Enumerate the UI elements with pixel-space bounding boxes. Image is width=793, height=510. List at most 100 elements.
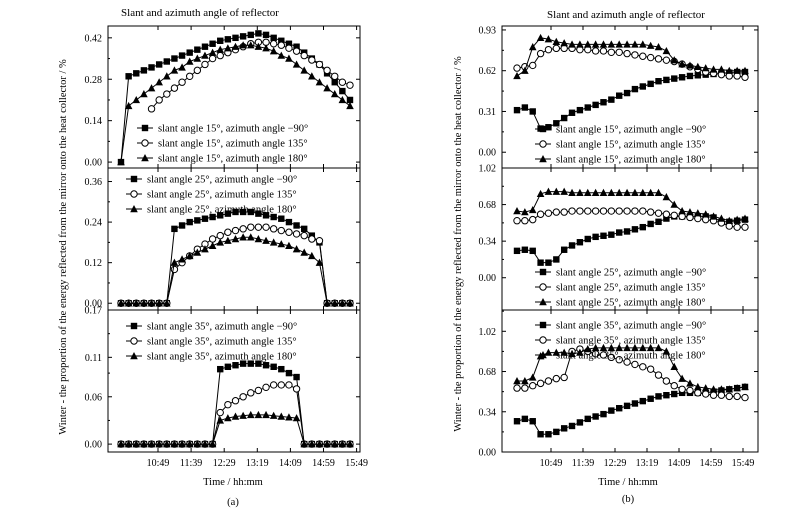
plot-b2-series-2-point: [544, 187, 553, 195]
plot-b3-series-1-point: [639, 363, 647, 371]
plot-b2-series-0-line: [516, 215, 746, 264]
plot-b1-series-1-point: [529, 61, 537, 70]
plot-a1-series-2-point: [246, 41, 255, 49]
plot-b3-series-0-point: [568, 422, 576, 430]
plot-a1-series-1-point: [323, 66, 331, 75]
plot-b2-series-1-point: [631, 207, 639, 215]
plot-b3-series-2-point: [709, 385, 718, 393]
plot-a2-ytick-label: 0.36: [85, 177, 103, 188]
plot-b2-series-0-point: [631, 226, 639, 233]
plot-b3-series-0-point: [529, 418, 536, 425]
plot-a3-legend-label: slant angle 35°, azimuth angle 180°: [147, 352, 297, 363]
plot-b3-legend-label: slant angle 35°, azimuth angle −90°: [556, 321, 706, 332]
plot-a2-series-1-point: [208, 235, 217, 243]
plot-a2-series-2-point: [163, 299, 171, 307]
plot-a2-ytick-label: 0.00: [85, 299, 103, 310]
plot-a1-series-2-point: [155, 78, 163, 86]
plot-a3-series-2-point: [185, 440, 194, 448]
plot-b3-series-1-point: [631, 360, 639, 369]
plot-a1-series-0-point: [155, 61, 163, 68]
plot-b3-series-2-point: [615, 343, 624, 352]
plot-b2-series-0-point: [513, 247, 521, 255]
panel-a-caption: (a): [227, 497, 239, 508]
plot-a3-legend-marker: [130, 322, 138, 330]
plot-a3-series-1-point: [247, 389, 255, 397]
plot-a3-series-1-point: [216, 408, 224, 417]
plot-a3-series-2-point: [262, 410, 270, 419]
plot-a1-series-0-point: [217, 37, 224, 44]
plot-a3-series-2-point: [193, 440, 202, 448]
plot-a2-series-2-point: [308, 251, 316, 260]
plot-b2-series-2-point: [591, 188, 600, 196]
plot-a2-series-2-point: [292, 245, 301, 253]
plot-b1-series-2-point: [717, 65, 726, 73]
plot-b2-series-0-point: [608, 231, 615, 238]
plot-a3-series-2-point: [117, 440, 125, 448]
plot-a3-series-2-point: [216, 416, 225, 424]
plot-b2: 0.00 0.34 0.68 1.02 slant angle 25°, azimuth…: [479, 164, 759, 311]
plot-b2-series-0-point: [639, 223, 646, 231]
plot-b2-series-1-point: [654, 209, 663, 217]
plot-b2-series-0-point: [537, 259, 544, 266]
plot-a2-series-2-point: [185, 251, 194, 260]
plot-b1-series-2-point: [654, 43, 663, 51]
plot-b3-series-0-point: [513, 418, 521, 425]
plot-b3-series-2-point: [513, 377, 521, 385]
plot-b2-series-1-point: [607, 207, 616, 215]
plot-a2-series-0-point: [255, 210, 262, 217]
plot-a1-series-0-point: [133, 70, 140, 77]
plot-a1-series-0-point: [339, 87, 346, 95]
plot-a2-series-2-point: [315, 258, 324, 266]
plot-a2-series-2-point: [254, 235, 263, 243]
plot-a1-series-0-point: [140, 67, 148, 74]
plot-b1-series-1-point: [662, 56, 671, 64]
plot-a2-legend-marker: [130, 205, 138, 213]
plot-a2-series-0-point: [201, 215, 209, 222]
plot-b2-series-2-point: [568, 188, 576, 196]
plot-a3-series-2-point: [308, 440, 316, 448]
plot-a3-series-1-point: [224, 400, 232, 409]
plot-a1-series-2-point: [193, 54, 202, 62]
plot-a1-series-2-point: [201, 51, 209, 59]
plot-b2-series-0-point: [600, 232, 607, 239]
plot-a3-series-0-point: [293, 373, 300, 381]
plot-b1-ytick-label: 0.31: [479, 107, 497, 118]
plot-b3-series-1-point: [521, 384, 529, 392]
plot-a1-series-2-point: [330, 90, 339, 98]
plot-a1-series-0-point: [194, 46, 201, 53]
plot-b3-series-2-point: [686, 379, 694, 387]
plot-b3-series-1-point: [725, 392, 733, 401]
plot-a3-series-2-point: [178, 440, 186, 448]
plot-a1-series-1-point: [315, 60, 324, 69]
plot-a2-series-0-point: [293, 222, 300, 229]
plot-b1-series-0-line: [516, 71, 745, 130]
plot-b1-legend-marker: [539, 125, 547, 133]
plot-b1-series-0-point: [513, 106, 521, 114]
plot-a3-legend-label: slant angle 35°, azimuth angle 135°: [147, 337, 297, 348]
plot-a1-series-1-point: [331, 72, 339, 80]
plot-a2-series-1-point: [308, 235, 316, 243]
plot-b1-series-0-point: [576, 106, 584, 114]
plot-b2-series-0-point: [568, 242, 576, 249]
panel-a-xlabel: Time / hh:mm: [203, 477, 263, 488]
plot-b1-series-0-point: [623, 89, 631, 97]
plot-a3-xtick-label: 14:59: [312, 458, 335, 469]
plot-a1-series-1-point: [208, 54, 217, 63]
plot-b3-ytick-label: 0.00: [479, 448, 497, 459]
plot-b1-series-2-point: [615, 40, 624, 48]
plot-a2-series-1-point: [292, 230, 301, 238]
plot-a2-ytick-label: 0.12: [85, 258, 103, 269]
plot-b3-series-2-point: [560, 348, 568, 356]
plot-b1-series-0-point: [663, 76, 670, 84]
plot-a3-series-1-point: [277, 381, 285, 389]
plot-b2-series-2-point: [583, 188, 592, 196]
plot-b1-legend-marker: [539, 155, 547, 163]
plot-b3-series-2-point: [568, 349, 576, 357]
plot-a1-series-0-point: [247, 31, 254, 39]
plot-a3-legend-label: slant angle 35°, azimuth angle −90°: [147, 322, 297, 333]
plot-a1-series-2-point: [308, 72, 316, 80]
plot-a3-ytick-label: 0.11: [85, 353, 102, 364]
plot-b1-series-1-point: [544, 45, 553, 54]
plot-a3-series-2-point: [315, 440, 324, 448]
plot-a1-series-2-point: [147, 84, 156, 92]
